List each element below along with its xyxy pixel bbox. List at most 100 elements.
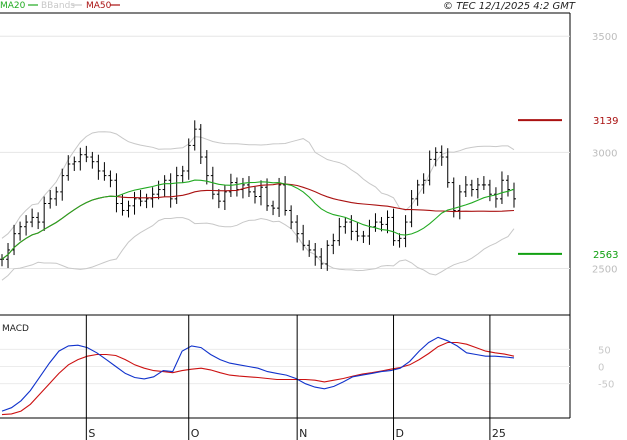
price-y-tick-label: 2500: [592, 265, 617, 276]
price-bar: [259, 180, 264, 206]
frame: [0, 12, 571, 419]
price-bar: [379, 216, 384, 232]
copyright-text: © TEC 12/1/2025 4:2 GMT: [443, 1, 576, 12]
price-bar: [421, 173, 426, 194]
price-bar: [246, 176, 251, 197]
price-y-tick-label: 3000: [592, 148, 617, 159]
price-bar: [42, 196, 47, 231]
price-bar: [319, 248, 324, 270]
price-bar: [12, 224, 17, 256]
bband-upper-line: [1, 131, 515, 239]
price-bar: [78, 147, 83, 171]
bollinger-bands: [1, 131, 515, 281]
price-bar: [144, 193, 149, 209]
price-bar: [132, 191, 137, 215]
legend-ma50-label: MA50: [86, 1, 112, 11]
x-axis-label: S: [88, 427, 95, 440]
price-bar: [487, 179, 492, 202]
price-bar: [216, 189, 221, 209]
price-bar: [222, 184, 227, 210]
price-bar: [36, 212, 41, 230]
price-bar: [331, 233, 336, 255]
price-bar: [325, 240, 330, 271]
x-axis-label: D: [396, 427, 404, 440]
price-bar: [391, 208, 396, 246]
price-bar: [102, 162, 107, 181]
price-y-axis: 2500 3000 3500: [592, 32, 617, 275]
macd-title: MACD: [2, 324, 29, 334]
x-axis-label: O: [191, 427, 200, 440]
price-bar: [168, 173, 173, 208]
price-bar: [186, 138, 191, 180]
macd-gridlines: [0, 348, 570, 385]
price-bar: [72, 156, 77, 171]
macd-signal-line: [1, 341, 515, 416]
price-bar: [0, 254, 4, 267]
macd-y-axis: 50 0 -50: [598, 345, 614, 390]
price-bar: [301, 224, 306, 251]
x-axis: S O N D 25: [85, 315, 506, 440]
price-bar: [108, 170, 113, 188]
price-bar: [451, 177, 456, 218]
legend-bbands-label: BBands: [41, 1, 75, 11]
price-bar: [48, 190, 53, 209]
macd-y-tick-label: 0: [598, 363, 604, 374]
price-bar: [361, 230, 366, 243]
price-bar: [337, 217, 342, 246]
legend: MA20 BBands MA50: [0, 1, 120, 11]
price-bar: [445, 148, 450, 188]
price-bar: [385, 210, 390, 234]
price-bar: [96, 154, 101, 180]
price-bar: [355, 222, 360, 242]
price-bar: [114, 173, 119, 213]
price-bar: [463, 176, 468, 197]
price-bar: [66, 155, 71, 181]
x-axis-label: N: [299, 427, 307, 440]
macd-y-tick-label: -50: [598, 380, 614, 391]
price-gridlines: [0, 35, 570, 270]
ma50-line: [1, 183, 515, 260]
price-bar: [198, 124, 203, 164]
macd-line: [1, 336, 515, 412]
price-bar: [180, 165, 185, 183]
price-bar: [18, 221, 23, 241]
price-bar: [277, 177, 282, 217]
price-bar: [204, 150, 209, 185]
legend-ma20-label: MA20: [0, 1, 26, 11]
price-bar: [6, 242, 11, 269]
bband-lower-line: [1, 217, 515, 281]
macd-y-tick-label: 50: [598, 345, 611, 356]
price-bar: [433, 147, 438, 167]
price-bar: [373, 213, 378, 232]
price-bar: [162, 175, 167, 197]
macd-lines: [1, 336, 515, 416]
price-bar: [457, 184, 462, 220]
price-bar: [234, 177, 239, 197]
price-bar: [469, 179, 474, 197]
price-bar: [307, 240, 312, 257]
support-resistance: 3139 2563: [518, 116, 618, 261]
price-bar: [192, 120, 197, 151]
price-y-tick-label: 3500: [592, 32, 617, 43]
price-bar: [415, 179, 420, 206]
price-bar: [54, 186, 59, 206]
price-bar: [343, 216, 348, 234]
price-bar: [252, 186, 257, 204]
price-bar: [30, 208, 35, 228]
price-bar: [126, 200, 131, 218]
price-bar: [271, 200, 276, 216]
price-bar: [481, 176, 486, 191]
price-bar: [349, 215, 354, 241]
price-bar: [403, 215, 408, 248]
price-bar: [283, 176, 288, 216]
price-bar: [313, 242, 318, 266]
price-bar: [505, 175, 510, 197]
price-bar: [295, 215, 300, 243]
price-bar: [289, 205, 294, 230]
price-bar: [84, 145, 89, 163]
price-bar: [90, 151, 95, 169]
price-bar: [493, 187, 498, 208]
price-bar: [367, 219, 372, 245]
price-bar: [439, 145, 444, 166]
